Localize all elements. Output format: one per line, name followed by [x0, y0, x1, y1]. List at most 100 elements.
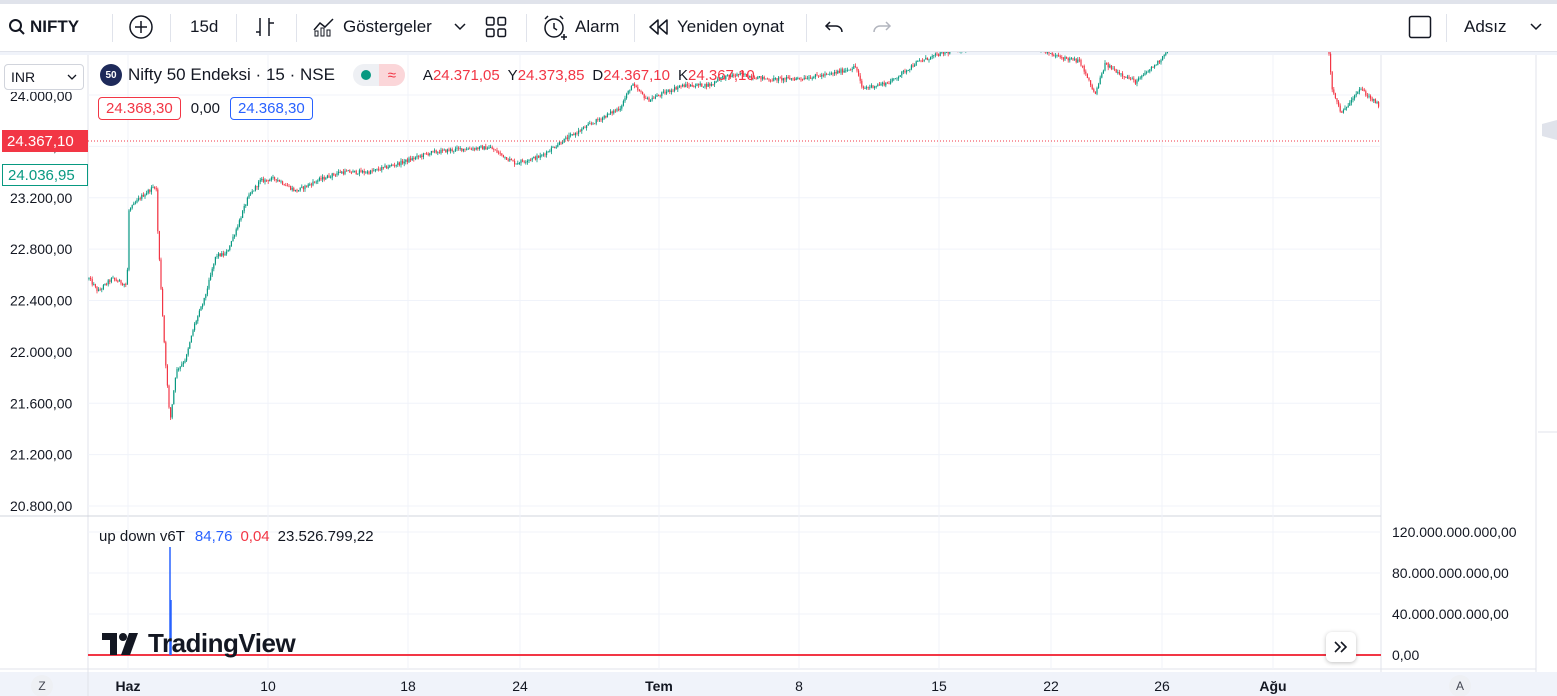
- candle-body: [418, 155, 420, 157]
- candle-body: [1362, 89, 1364, 91]
- strip-handle[interactable]: [1542, 120, 1557, 140]
- candle-body: [795, 78, 797, 81]
- candle-body: [1144, 72, 1146, 76]
- layout-templates-button[interactable]: [485, 4, 507, 50]
- candle-body: [944, 52, 946, 54]
- candle-body: [539, 155, 541, 158]
- candle-body: [787, 77, 789, 78]
- candle-body: [339, 171, 341, 173]
- candle-body: [296, 189, 298, 192]
- alert-button[interactable]: Alarm: [542, 4, 619, 50]
- market-status-pill[interactable]: ≈: [352, 64, 405, 86]
- layout-dropdown[interactable]: [1530, 4, 1542, 50]
- candle-body: [496, 150, 498, 153]
- candle-body: [274, 177, 276, 180]
- candle-body: [251, 191, 253, 194]
- layout-name-button[interactable]: Adsız: [1464, 4, 1507, 50]
- symbol-title[interactable]: Nifty 50 Endeksi · 15 · NSE: [128, 65, 335, 84]
- undo-button[interactable]: [824, 4, 844, 50]
- candle-body: [1069, 58, 1071, 61]
- indicators-button[interactable]: Göstergeler: [312, 4, 432, 50]
- candle-body: [627, 90, 629, 95]
- candle-body: [253, 190, 255, 192]
- candle-body: [1083, 65, 1085, 72]
- candle-body: [435, 150, 437, 153]
- candle-body: [1130, 78, 1132, 80]
- candle-body: [827, 73, 829, 75]
- indicator-tick-label: 0,00: [1392, 647, 1419, 663]
- candle-body: [222, 253, 224, 256]
- candle-body: [1074, 58, 1076, 60]
- candle-body: [494, 149, 496, 151]
- candle-body: [194, 323, 196, 331]
- candle-body: [485, 146, 487, 150]
- fullscreen-checkbox[interactable]: [1408, 4, 1432, 50]
- candle-body: [714, 81, 716, 85]
- timezone-button[interactable]: Z: [31, 675, 53, 696]
- compare-button[interactable]: [128, 4, 154, 50]
- sell-price-button[interactable]: 24.368,30: [98, 97, 181, 120]
- candle-body: [411, 158, 413, 161]
- indicators-dropdown[interactable]: [454, 4, 466, 50]
- candle-body: [1046, 52, 1048, 53]
- candle-body: [547, 151, 549, 153]
- redo-button[interactable]: [872, 4, 892, 50]
- candle-body: [797, 77, 799, 79]
- time-tick-label: Tem: [645, 678, 673, 694]
- candle-body: [1339, 105, 1341, 112]
- candle-body: [186, 354, 188, 361]
- candle-body: [1366, 95, 1368, 97]
- candle-body: [563, 138, 565, 143]
- scroll-to-realtime-button[interactable]: [1326, 632, 1356, 662]
- candle-body: [122, 283, 124, 286]
- chart-canvas[interactable]: 23.600,0023.200,0022.800,0022.400,0022.0…: [0, 52, 1557, 696]
- candle-body: [1330, 53, 1332, 73]
- candle-body: [181, 364, 183, 367]
- candle-body: [126, 269, 128, 285]
- candle-body: [574, 133, 576, 136]
- candle-body: [750, 75, 752, 79]
- interval-label: 15d: [190, 17, 219, 36]
- candle-body: [784, 78, 786, 80]
- candle-body: [902, 70, 904, 72]
- candle-body: [211, 268, 213, 276]
- candle-body: [728, 74, 730, 76]
- candle-body: [307, 184, 309, 187]
- candle-body: [264, 179, 266, 182]
- indicator-axis-ticks: 120.000.000.000,00 80.000.000.000,00 40.00…: [1392, 524, 1517, 663]
- candle-body: [558, 142, 560, 145]
- buy-price-button[interactable]: 24.368,30: [229, 97, 313, 120]
- candle-body: [334, 174, 336, 176]
- candle-body: [509, 158, 511, 161]
- candle-body: [571, 134, 573, 135]
- candle-body: [134, 202, 136, 204]
- auto-scale-button[interactable]: A: [1449, 675, 1471, 696]
- candle-body: [232, 236, 234, 242]
- layout-name-label: Adsız: [1464, 17, 1507, 36]
- candle-body: [1085, 71, 1087, 74]
- chart-type-button[interactable]: [254, 4, 276, 50]
- candle-body: [1146, 72, 1148, 74]
- candle-body: [387, 167, 389, 169]
- tradingview-logo[interactable]: TradingView: [102, 628, 296, 659]
- symbol-legend: 50 Nifty 50 Endeksi · 15 · NSE ≈ A24.371…: [100, 64, 755, 86]
- candle-body: [226, 251, 228, 254]
- candle-body: [722, 76, 724, 78]
- candle-body: [675, 87, 677, 90]
- candle-body: [482, 146, 484, 150]
- candle-body: [568, 135, 570, 140]
- candle-body: [653, 97, 655, 99]
- currency-select[interactable]: INR: [4, 64, 84, 90]
- interval-button[interactable]: 15d: [190, 4, 218, 50]
- candle-body: [896, 78, 898, 80]
- indicator-legend[interactable]: up down v6T 84,76 0,04 23.526.799,22: [99, 528, 374, 545]
- reference-price-tag: 24.036,95: [2, 164, 88, 186]
- symbol-search-button[interactable]: NIFTY: [8, 4, 79, 50]
- candle-body: [624, 98, 626, 102]
- candle-body: [720, 77, 722, 80]
- candle-body: [371, 170, 373, 172]
- candle-body: [1157, 60, 1159, 65]
- candle-body: [654, 96, 656, 99]
- replay-button[interactable]: Yeniden oynat: [648, 4, 784, 50]
- candle-body: [712, 83, 714, 85]
